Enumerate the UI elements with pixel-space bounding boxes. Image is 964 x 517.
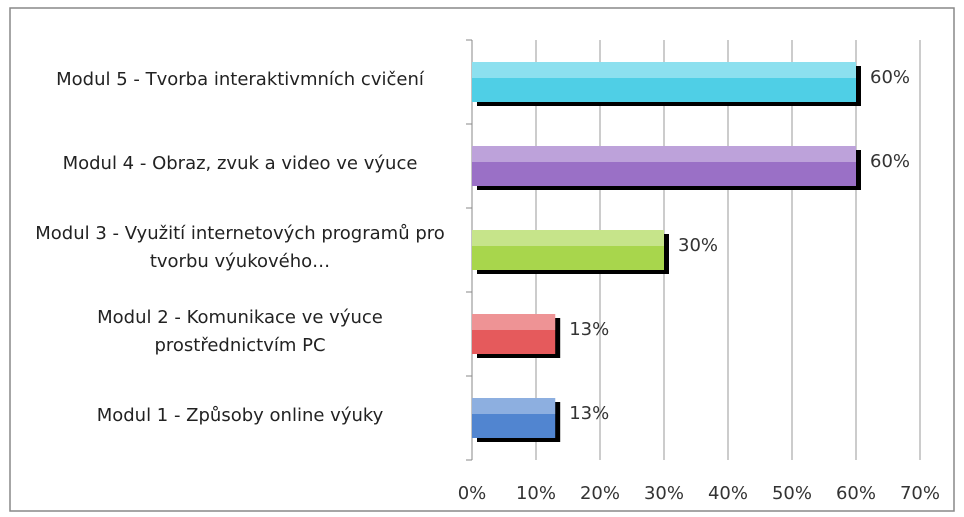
bar-highlight [472, 314, 556, 330]
category-label: Modul 1 - Způsoby online výuky [96, 405, 384, 426]
bar [472, 146, 856, 186]
value-label: 60% [870, 151, 910, 172]
chart-border [9, 7, 955, 512]
category-label: Modul 2 - Komunikace ve výuce prostředni… [97, 307, 383, 356]
value-label: 60% [870, 67, 910, 88]
category-label: Modul 5 - Tvorba interaktivmních cvičení [56, 69, 424, 90]
value-label: 30% [678, 235, 718, 256]
x-tick-label: 70% [900, 483, 940, 504]
x-tick-label: 30% [644, 483, 684, 504]
x-tick-label: 40% [708, 483, 748, 504]
bar [472, 62, 856, 102]
bar [472, 230, 664, 270]
x-tick-label: 0% [458, 483, 487, 504]
bar-highlight [472, 230, 664, 246]
bar [472, 398, 556, 438]
category-label: Modul 4 - Obraz, zvuk a video ve výuce [62, 153, 418, 174]
bar [472, 314, 556, 354]
x-tick-label: 10% [516, 483, 556, 504]
value-label: 13% [569, 319, 609, 340]
bar-highlight [472, 62, 856, 78]
bar-highlight [472, 146, 856, 162]
bar-highlight [472, 398, 556, 414]
x-tick-label: 20% [580, 483, 620, 504]
value-label: 13% [569, 403, 609, 424]
category-label: Modul 3 - Využití internetových programů… [35, 223, 445, 272]
x-tick-label: 50% [772, 483, 812, 504]
x-tick-label: 60% [836, 483, 876, 504]
